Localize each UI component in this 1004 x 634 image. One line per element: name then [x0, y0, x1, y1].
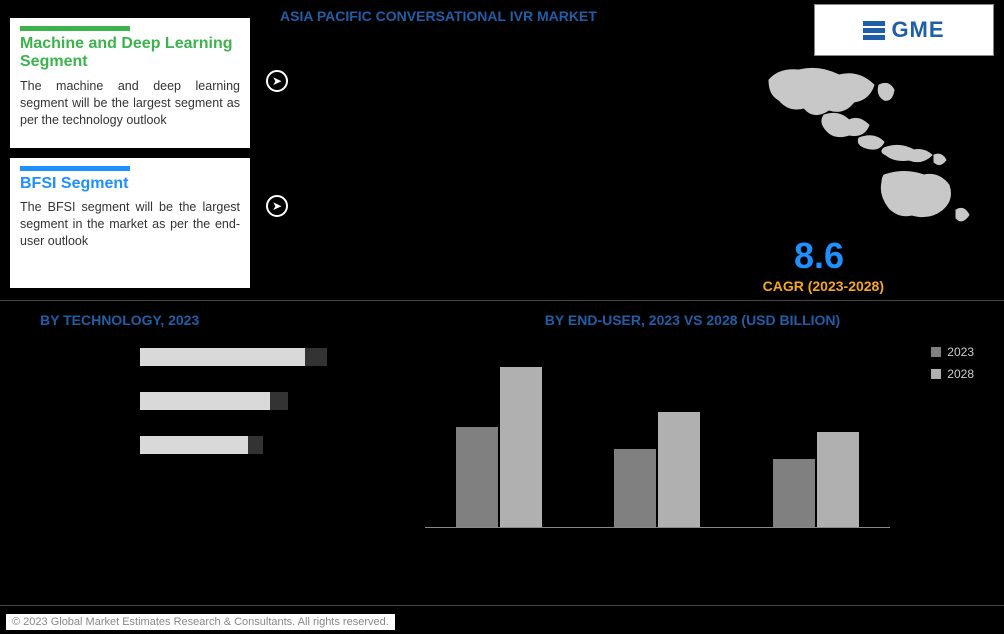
copyright-footer: © 2023 Global Market Estimates Research … — [6, 614, 395, 630]
vbar-group — [602, 412, 712, 527]
vbar-group — [761, 432, 871, 527]
logo-bars-icon — [863, 21, 885, 40]
page-title: ASIA PACIFIC CONVERSATIONAL IVR MARKET — [280, 8, 597, 24]
legend-label: 2023 — [947, 345, 974, 359]
legend-label: 2028 — [947, 367, 974, 381]
card-body: The BFSI segment will be the largest seg… — [20, 199, 240, 250]
legend-swatch-icon — [931, 369, 941, 379]
card-body: The machine and deep learning segment wi… — [20, 78, 240, 129]
insight-card-bfsi: BFSI Segment The BFSI segment will be th… — [10, 158, 250, 288]
card-title: BFSI Segment — [20, 175, 240, 193]
section-divider — [0, 300, 1004, 301]
asia-pacific-map — [764, 60, 984, 230]
gme-logo: GME — [814, 4, 994, 56]
chart-legend: 2023 2028 — [931, 345, 974, 389]
chart-title: BY END-USER, 2023 VS 2028 (USD BILLION) — [395, 312, 990, 328]
hbar-row — [140, 392, 385, 410]
card-title: Machine and Deep Learning Segment — [20, 35, 240, 72]
card-accent-bar — [20, 166, 130, 171]
logo-text: GME — [891, 17, 944, 43]
arrow-bullet-icon: ➤ — [266, 70, 288, 92]
chart-title: BY TECHNOLOGY, 2023 — [10, 312, 385, 328]
cagr-label: CAGR (2023-2028) — [763, 278, 884, 294]
card-accent-bar — [20, 26, 130, 31]
legend-swatch-icon — [931, 347, 941, 357]
enduser-chart: BY END-USER, 2023 VS 2028 (USD BILLION) — [395, 312, 990, 568]
legend-item: 2023 — [931, 345, 974, 359]
footer-divider — [0, 605, 1004, 606]
tech-chart: BY TECHNOLOGY, 2023 — [10, 312, 385, 480]
hbar-row — [140, 436, 385, 454]
arrow-bullet-icon: ➤ — [266, 195, 288, 217]
legend-item: 2028 — [931, 367, 974, 381]
vbar-group — [444, 367, 554, 527]
cagr-value: 8.6 — [794, 235, 844, 277]
insight-card-ml: Machine and Deep Learning Segment The ma… — [10, 18, 250, 148]
hbar-row — [140, 348, 385, 366]
